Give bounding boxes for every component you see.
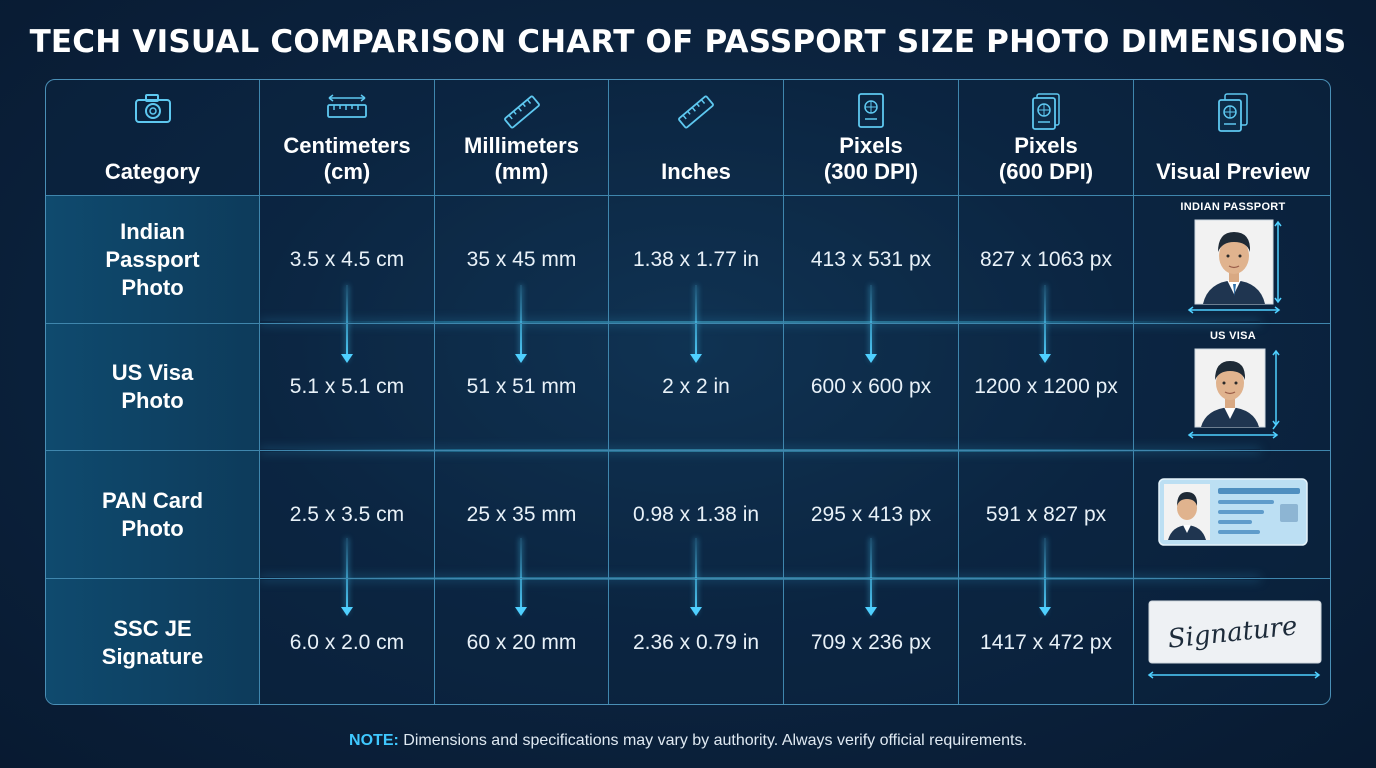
value-px300: 413 x 531 px (784, 196, 959, 324)
page-title: TECH VISUAL COMPARISON CHART OF PASSPORT… (29, 24, 1347, 60)
value-cm: 5.1 x 5.1 cm (260, 324, 435, 451)
portrait-photo-icon (1183, 218, 1283, 319)
header-label: Category (104, 159, 201, 184)
preview-indian-passport: INDIAN PASSPORT (1134, 196, 1330, 324)
value-text: 2.36 x 0.79 in (632, 630, 760, 654)
header-label: Inches (661, 159, 731, 184)
value-px600: 591 x 827 px (959, 451, 1134, 579)
value-in: 2 x 2 in (609, 324, 784, 451)
header-label: Centimeters (cm) (283, 133, 411, 184)
preview-us-visa: US VISA (1134, 324, 1330, 451)
value-mm: 60 x 20 mm (435, 579, 609, 704)
value-in: 1.38 x 1.77 in (609, 196, 784, 324)
value-text: 295 x 413 px (810, 502, 932, 526)
category-pan-card: PAN Card Photo (46, 451, 260, 579)
header-label: Pixels (300 DPI) (823, 133, 919, 184)
value-mm: 25 x 35 mm (435, 451, 609, 579)
value-text: 709 x 236 px (810, 630, 932, 654)
ruler-diagonal-icon (502, 92, 542, 138)
note-prefix: NOTE: (349, 732, 399, 749)
value-text: 3.5 x 4.5 cm (289, 247, 405, 271)
value-px600: 827 x 1063 px (959, 196, 1134, 324)
note-text: Dimensions and specifications may vary b… (398, 732, 1027, 749)
header-visual-preview: Visual Preview (1134, 80, 1330, 196)
value-in: 2.36 x 0.79 in (609, 579, 784, 704)
id-card-icon (1158, 478, 1308, 551)
value-px300: 295 x 413 px (784, 451, 959, 579)
value-text: 51 x 51 mm (466, 375, 577, 398)
square-photo-icon (1181, 347, 1285, 444)
header-millimeters: Millimeters (mm) (435, 80, 609, 196)
value-mm: 35 x 45 mm (435, 196, 609, 324)
preview-pan-card (1134, 451, 1330, 579)
value-text: 827 x 1063 px (980, 247, 1112, 271)
ruler-diagonal-icon (676, 92, 716, 138)
flow-arrow-icon (865, 538, 877, 616)
value-text: 413 x 531 px (810, 247, 932, 271)
value-cm: 3.5 x 4.5 cm (260, 196, 435, 324)
value-text: 1.38 x 1.77 in (632, 247, 760, 271)
value-px300: 600 x 600 px (784, 324, 959, 451)
passport-icon (1029, 92, 1063, 138)
passports-stack-icon (1215, 92, 1251, 140)
value-px300: 709 x 236 px (784, 579, 959, 704)
flow-arrow-icon (690, 538, 702, 616)
value-text: 6.0 x 2.0 cm (289, 630, 405, 654)
value-text: 5.1 x 5.1 cm (289, 375, 405, 398)
preview-label: US VISA (1209, 330, 1257, 342)
value-text: 1200 x 1200 px (974, 375, 1118, 398)
value-text: 2 x 2 in (662, 375, 730, 398)
preview-signature: Signature (1134, 579, 1330, 704)
value-text: 2.5 x 3.5 cm (289, 502, 405, 526)
ruler-horizontal-icon (325, 92, 369, 128)
preview-label: INDIAN PASSPORT (1180, 200, 1286, 213)
value-text: 591 x 827 px (985, 502, 1107, 526)
value-mm: 51 x 51 mm (435, 324, 609, 451)
value-px600: 1417 x 472 px (959, 579, 1134, 704)
header-pixels-600: Pixels (600 DPI) (959, 80, 1134, 196)
value-cm: 6.0 x 2.0 cm (260, 579, 435, 704)
header-label: Pixels (600 DPI) (998, 133, 1094, 184)
value-text: 600 x 600 px (810, 375, 932, 398)
glow-line (260, 321, 1260, 324)
header-label: Visual Preview (1156, 159, 1310, 184)
flow-arrow-icon (515, 538, 527, 616)
header-category: Category (46, 80, 260, 196)
header-inches: Inches (609, 80, 784, 196)
value-text: 0.98 x 1.38 in (632, 502, 760, 526)
category-us-visa: US Visa Photo (46, 324, 260, 451)
passport-icon (855, 92, 887, 136)
camera-icon (133, 92, 173, 130)
category-indian-passport: Indian Passport Photo (46, 196, 260, 324)
flow-arrow-icon (1039, 538, 1051, 616)
header-label: Millimeters (mm) (464, 133, 579, 184)
value-text: 1417 x 472 px (980, 630, 1112, 654)
flow-arrow-icon (341, 538, 353, 616)
footer-note: NOTE: Dimensions and specifications may … (0, 732, 1376, 750)
comparison-table: Category Centimeters (cm) Millimeters (m… (45, 79, 1331, 705)
value-text: 60 x 20 mm (466, 630, 577, 654)
value-text: 35 x 45 mm (466, 247, 577, 271)
category-ssc-je-signature: SSC JE Signature (46, 579, 260, 704)
header-centimeters: Centimeters (cm) (260, 80, 435, 196)
value-px600: 1200 x 1200 px (959, 324, 1134, 451)
value-text: 25 x 35 mm (466, 502, 577, 526)
value-in: 0.98 x 1.38 in (609, 451, 784, 579)
value-cm: 2.5 x 3.5 cm (260, 451, 435, 579)
header-pixels-300: Pixels (300 DPI) (784, 80, 959, 196)
signature-icon: Signature (1143, 597, 1323, 688)
